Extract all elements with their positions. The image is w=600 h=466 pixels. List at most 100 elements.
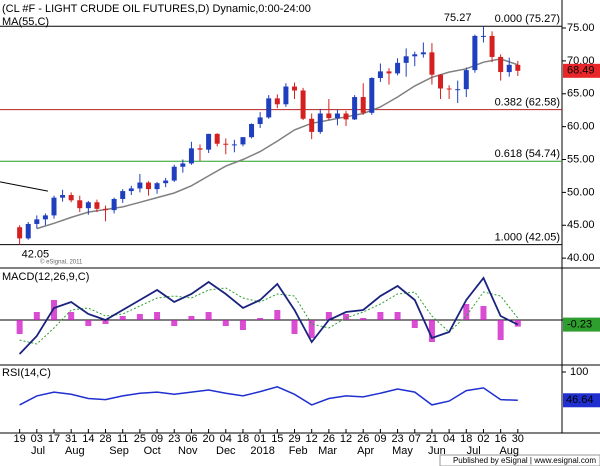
histogram-bar — [68, 312, 75, 320]
x-tick-label: 12 — [306, 433, 318, 445]
month-label: Mar — [318, 445, 337, 457]
x-tick-label: 30 — [512, 433, 524, 445]
candle-body — [25, 223, 31, 239]
y-tick-label: 55.00 — [567, 153, 595, 165]
x-tick-label: 04 — [443, 433, 455, 445]
histogram-bar — [239, 320, 246, 330]
candle-body — [42, 215, 48, 220]
candle-body — [360, 97, 366, 113]
histogram-bar — [136, 314, 143, 320]
candle-body — [111, 198, 117, 211]
last-value-box — [563, 393, 600, 408]
month-label: Aug — [499, 445, 519, 457]
candle-body — [498, 56, 504, 73]
candle-body — [249, 124, 255, 138]
y-tick-label: 50.00 — [567, 186, 595, 198]
x-tick-label: 15 — [271, 433, 283, 445]
histogram-bar — [205, 312, 212, 320]
candle-body — [17, 227, 23, 239]
candle-body — [197, 148, 203, 150]
candle-body — [403, 56, 409, 63]
candle-body — [343, 113, 349, 120]
x-tick-label: 25 — [134, 433, 146, 445]
candle-body — [352, 97, 358, 120]
x-tick-label: 21 — [426, 433, 438, 445]
candle-body — [309, 118, 315, 132]
histogram-bar — [325, 312, 332, 320]
month-label: Aug — [65, 445, 85, 457]
candle-body — [145, 182, 151, 190]
histogram-bar — [119, 316, 126, 320]
histogram-bar — [377, 312, 384, 320]
month-label: Apr — [357, 445, 374, 457]
x-tick-label: 07 — [409, 433, 421, 445]
histogram-bar — [497, 320, 504, 340]
y-tick-label: 65.00 — [567, 88, 595, 100]
last-value-label: 46.64 — [566, 394, 594, 406]
last-value-box — [563, 317, 600, 332]
x-tick-label: 26 — [323, 433, 335, 445]
histogram-bar — [222, 320, 229, 326]
x-tick-label: 23 — [391, 433, 403, 445]
macd-line — [18, 276, 519, 355]
histogram-bar — [463, 304, 470, 320]
x-tick-label: 02 — [477, 433, 489, 445]
rsi-line — [19, 386, 518, 406]
month-label: Oct — [144, 445, 161, 457]
candle-body — [429, 52, 435, 75]
candle-body — [120, 191, 126, 199]
x-tick-label: 03 — [31, 433, 43, 445]
footer-box — [439, 454, 600, 466]
month-label: Jul — [467, 445, 481, 457]
histogram-bar — [308, 320, 315, 338]
x-tick-label: 01 — [254, 433, 266, 445]
candle-body — [68, 195, 74, 201]
candle-body — [506, 64, 512, 73]
candle-body — [446, 88, 452, 90]
month-label: Feb — [289, 445, 308, 457]
x-tick-label: 18 — [460, 433, 472, 445]
histogram-bar — [102, 320, 109, 324]
candle-body — [472, 35, 478, 71]
candle-body — [489, 35, 495, 57]
candle-body — [412, 54, 418, 57]
histogram-bar — [50, 300, 57, 320]
candle-body — [128, 188, 134, 192]
extreme-label: 75.27 — [444, 12, 472, 24]
macd-title: MACD(12,26,9,C) — [2, 271, 89, 283]
candle-body — [60, 195, 66, 198]
x-tick-label: 29 — [288, 433, 300, 445]
histogram-bar — [257, 318, 264, 320]
trendline — [0, 181, 48, 192]
legend-ma: MA(55,C) — [2, 16, 49, 28]
fib-label: 0.618 (54.74) — [495, 148, 560, 160]
chart-title: (CL #F - LIGHT CRUDE OIL FUTURES,D) Dyna… — [2, 3, 311, 15]
candle-body — [300, 90, 306, 119]
candle-body — [334, 113, 340, 119]
candle-body — [240, 137, 246, 145]
candle-body — [274, 98, 280, 105]
y-tick-label: 70.00 — [567, 55, 595, 67]
x-tick-label: 20 — [202, 433, 214, 445]
x-tick-label: 23 — [168, 433, 180, 445]
histogram-bar — [480, 306, 487, 320]
candle-body — [283, 86, 289, 105]
histogram-bar — [411, 320, 418, 328]
histogram-bar — [188, 316, 195, 320]
candle-body — [188, 148, 194, 164]
rsi-title: RSI(14,C) — [2, 367, 51, 379]
candle-body — [163, 180, 169, 184]
candle-body — [395, 62, 401, 74]
x-tick-label: 18 — [237, 433, 249, 445]
footer: Published by eSignal | www.esignal.com — [453, 456, 596, 465]
month-label: May — [392, 445, 413, 457]
candle-body — [51, 197, 57, 216]
candle-body — [77, 200, 83, 209]
x-tick-label: 09 — [374, 433, 386, 445]
candle-body — [317, 113, 323, 132]
histogram-bar — [343, 314, 350, 320]
x-tick-label: 26 — [357, 433, 369, 445]
last-price-label: 68.49 — [567, 65, 595, 77]
